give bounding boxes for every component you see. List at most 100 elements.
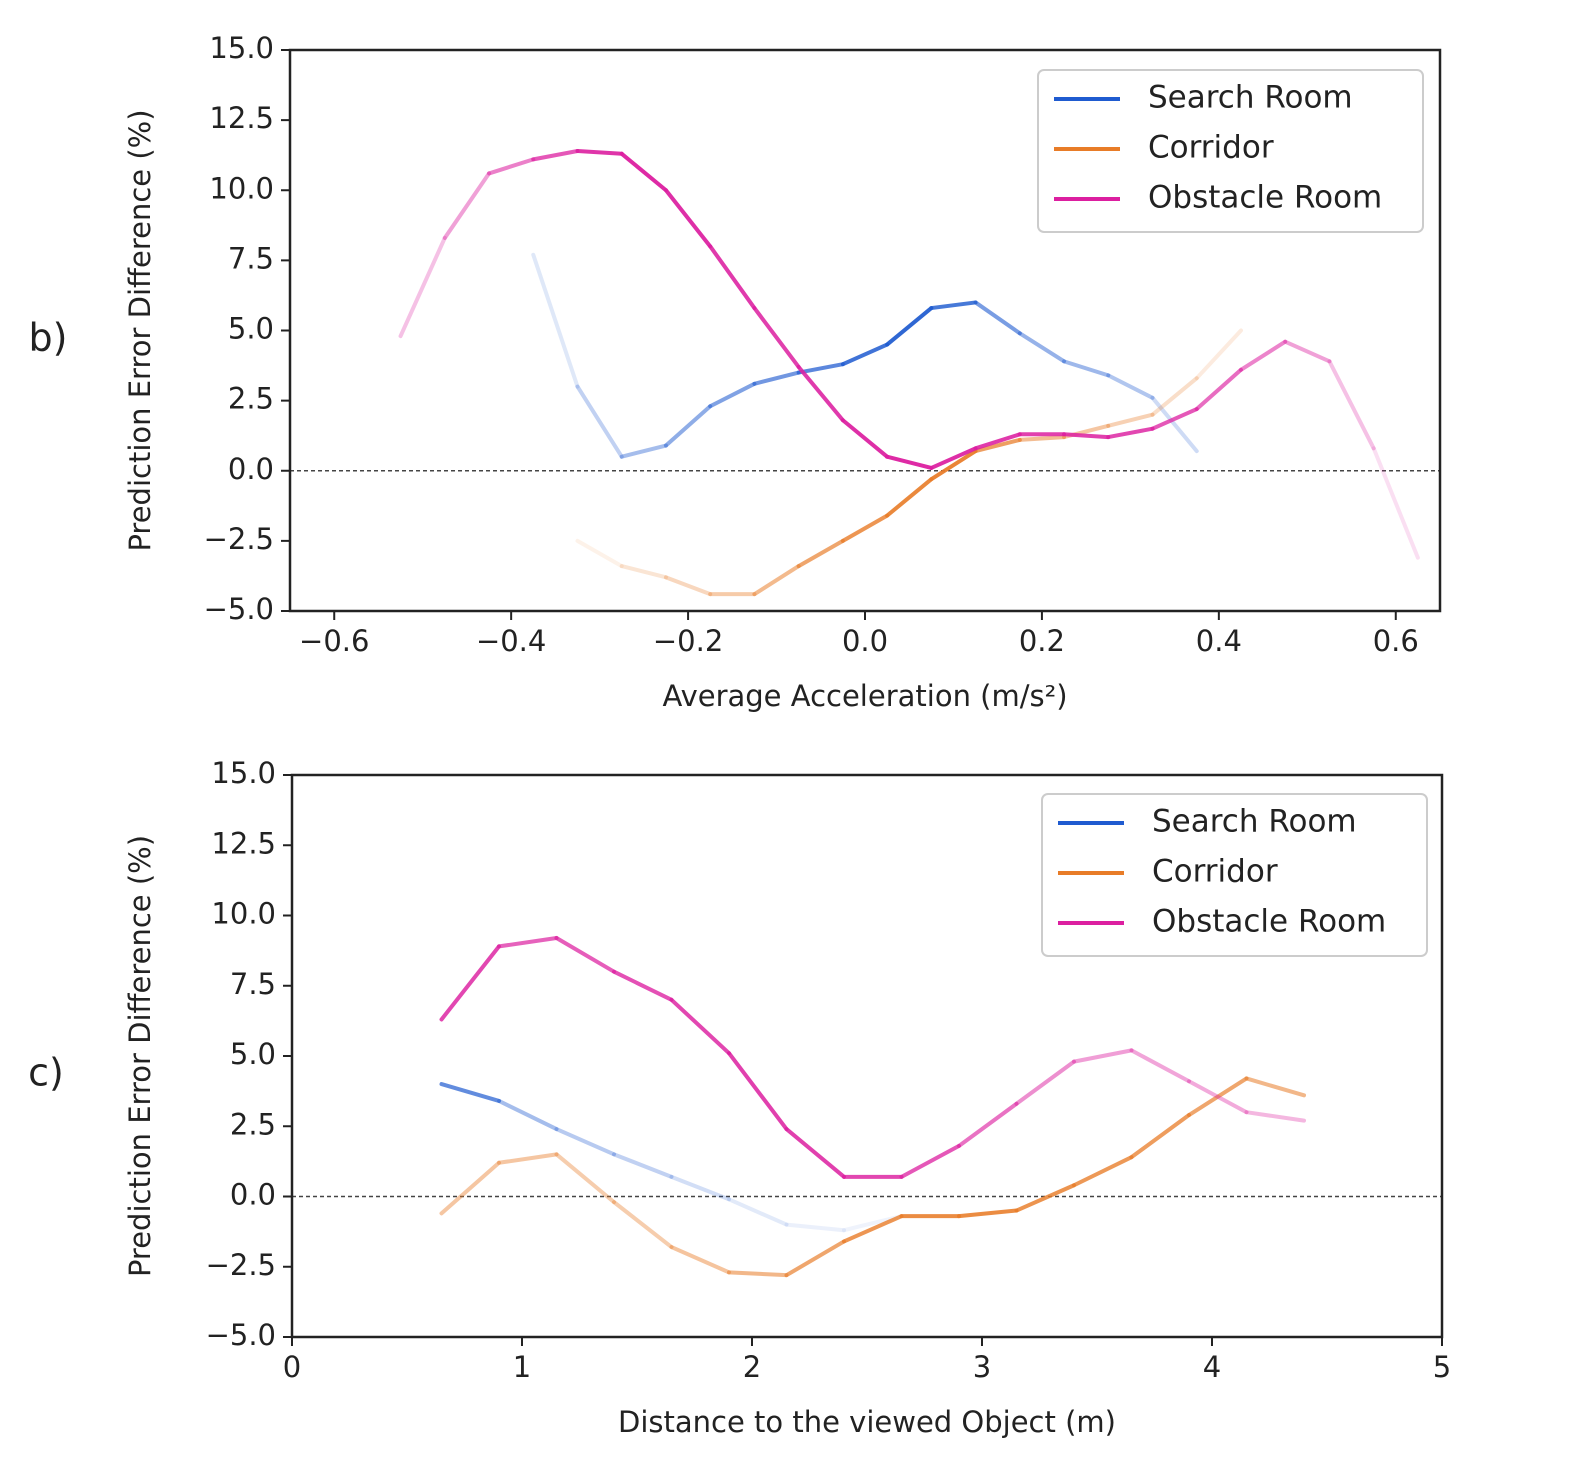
line-segment <box>1244 1076 1306 1098</box>
line-segment <box>885 477 934 518</box>
y-tick-label: 15.0 <box>211 756 276 790</box>
line-segment <box>442 171 492 240</box>
line-segment <box>752 306 801 369</box>
line-segment <box>796 362 845 375</box>
line-segment <box>1150 407 1199 431</box>
x-tick-label: 2 <box>743 1350 761 1384</box>
line-segment <box>669 1245 731 1275</box>
line-segment <box>497 1098 559 1132</box>
line-segment <box>612 1152 674 1179</box>
line-segment <box>1150 376 1199 417</box>
line-segment <box>929 446 978 470</box>
line-segment <box>840 418 890 459</box>
line-segment <box>669 997 731 1056</box>
line-segment <box>796 364 845 423</box>
panel-label: c) <box>28 1051 64 1095</box>
line-segment <box>439 944 501 1022</box>
line-segment <box>439 1082 501 1103</box>
legend-box <box>1037 69 1424 233</box>
line-segment <box>1194 328 1243 381</box>
x-tick-label: −0.2 <box>653 624 723 658</box>
line-segment <box>1187 1079 1249 1115</box>
line-segment <box>885 306 934 347</box>
x-axis-label: Average Acceleration (m/s²) <box>662 679 1067 713</box>
series-corridor <box>439 1076 1306 1278</box>
line-segment <box>554 1127 616 1157</box>
line-segment <box>1106 373 1155 400</box>
line-segment <box>663 575 713 597</box>
line-segment <box>842 1214 904 1244</box>
line-segment <box>487 157 536 176</box>
line-segment <box>497 1152 559 1165</box>
legend-label: Search Room <box>1148 80 1353 116</box>
chart-panel-b: b) −5.0 −2.5 0.0 2.5 5.0 7.5 10.0 12.5 15.0 −0.6 −0… <box>29 31 1442 713</box>
x-tick-label: −0.4 <box>476 624 546 658</box>
line-segment <box>1244 1110 1306 1123</box>
line-segment <box>1062 359 1111 378</box>
legend-label: Obstacle Room <box>1148 180 1382 216</box>
y-tick-label: 12.5 <box>209 101 274 135</box>
y-tick-label: 7.5 <box>230 967 276 1001</box>
line-segment <box>1187 1076 1249 1118</box>
y-tick-label: −5.0 <box>206 1318 276 1352</box>
line-segment <box>1017 435 1067 442</box>
x-tick-label: −0.6 <box>299 624 369 658</box>
line-segment <box>1072 1048 1134 1064</box>
x-tick-label: 1 <box>513 1350 531 1384</box>
line-segment <box>1327 359 1376 451</box>
y-tick-label: 5.0 <box>230 1037 276 1071</box>
line-segment <box>840 513 890 543</box>
line-segment <box>727 1051 789 1132</box>
y-tick-label: 2.5 <box>228 382 274 416</box>
line-segment <box>575 538 624 569</box>
legend-box <box>1041 793 1428 957</box>
line-segment <box>752 370 801 386</box>
line-segment <box>531 148 580 162</box>
y-tick-label: 10.0 <box>209 171 274 205</box>
line-segment <box>899 1143 961 1179</box>
y-axis-label: Prediction Error Difference (%) <box>123 109 157 551</box>
line-segment <box>612 969 674 1002</box>
legend-label: Corridor <box>1152 854 1278 890</box>
line-segment <box>554 1152 616 1205</box>
line-segment <box>1283 339 1332 364</box>
line-segment <box>1371 446 1420 560</box>
series-search-room <box>439 1082 904 1233</box>
y-tick-label: −2.5 <box>204 522 274 556</box>
line-segment <box>727 1197 789 1227</box>
x-tick-label: 4 <box>1203 1350 1221 1384</box>
x-tick-label: 0.0 <box>842 624 888 658</box>
line-segment <box>840 342 890 367</box>
series-obstacle-room <box>398 148 1420 560</box>
y-tick-label: 0.0 <box>230 1178 276 1212</box>
y-tick-label: 2.5 <box>230 1107 276 1141</box>
line-segment <box>439 1160 501 1216</box>
legend-label: Corridor <box>1148 130 1274 166</box>
x-tick-label: 3 <box>973 1350 991 1384</box>
line-segment <box>554 935 616 974</box>
line-segment <box>1014 1183 1076 1213</box>
y-axis-label: Prediction Error Difference (%) <box>123 835 157 1277</box>
line-segment <box>727 1270 789 1278</box>
line-segment <box>957 1101 1019 1148</box>
line-segment <box>708 381 757 409</box>
y-tick-label: 7.5 <box>228 241 274 275</box>
x-tick-label: 0 <box>283 1350 301 1384</box>
line-segment <box>398 235 447 339</box>
line-segment <box>612 1200 674 1250</box>
y-tick-label: 0.0 <box>228 452 274 486</box>
line-segment <box>1194 367 1243 412</box>
line-segment <box>929 300 978 311</box>
line-segment <box>575 148 624 156</box>
line-segment <box>575 384 624 459</box>
line-segment <box>1072 1155 1134 1188</box>
panel-label: b) <box>29 316 68 360</box>
line-segment <box>885 454 934 470</box>
legend: Search Room Corridor Obstacle Room <box>1037 69 1424 233</box>
line-segment <box>929 449 978 482</box>
x-tick-label: 5 <box>1433 1350 1451 1384</box>
line-segment <box>1238 339 1288 372</box>
x-axis-label: Distance to the viewed Object (m) <box>618 1405 1116 1439</box>
line-segment <box>663 188 713 249</box>
line-segment <box>708 244 757 311</box>
